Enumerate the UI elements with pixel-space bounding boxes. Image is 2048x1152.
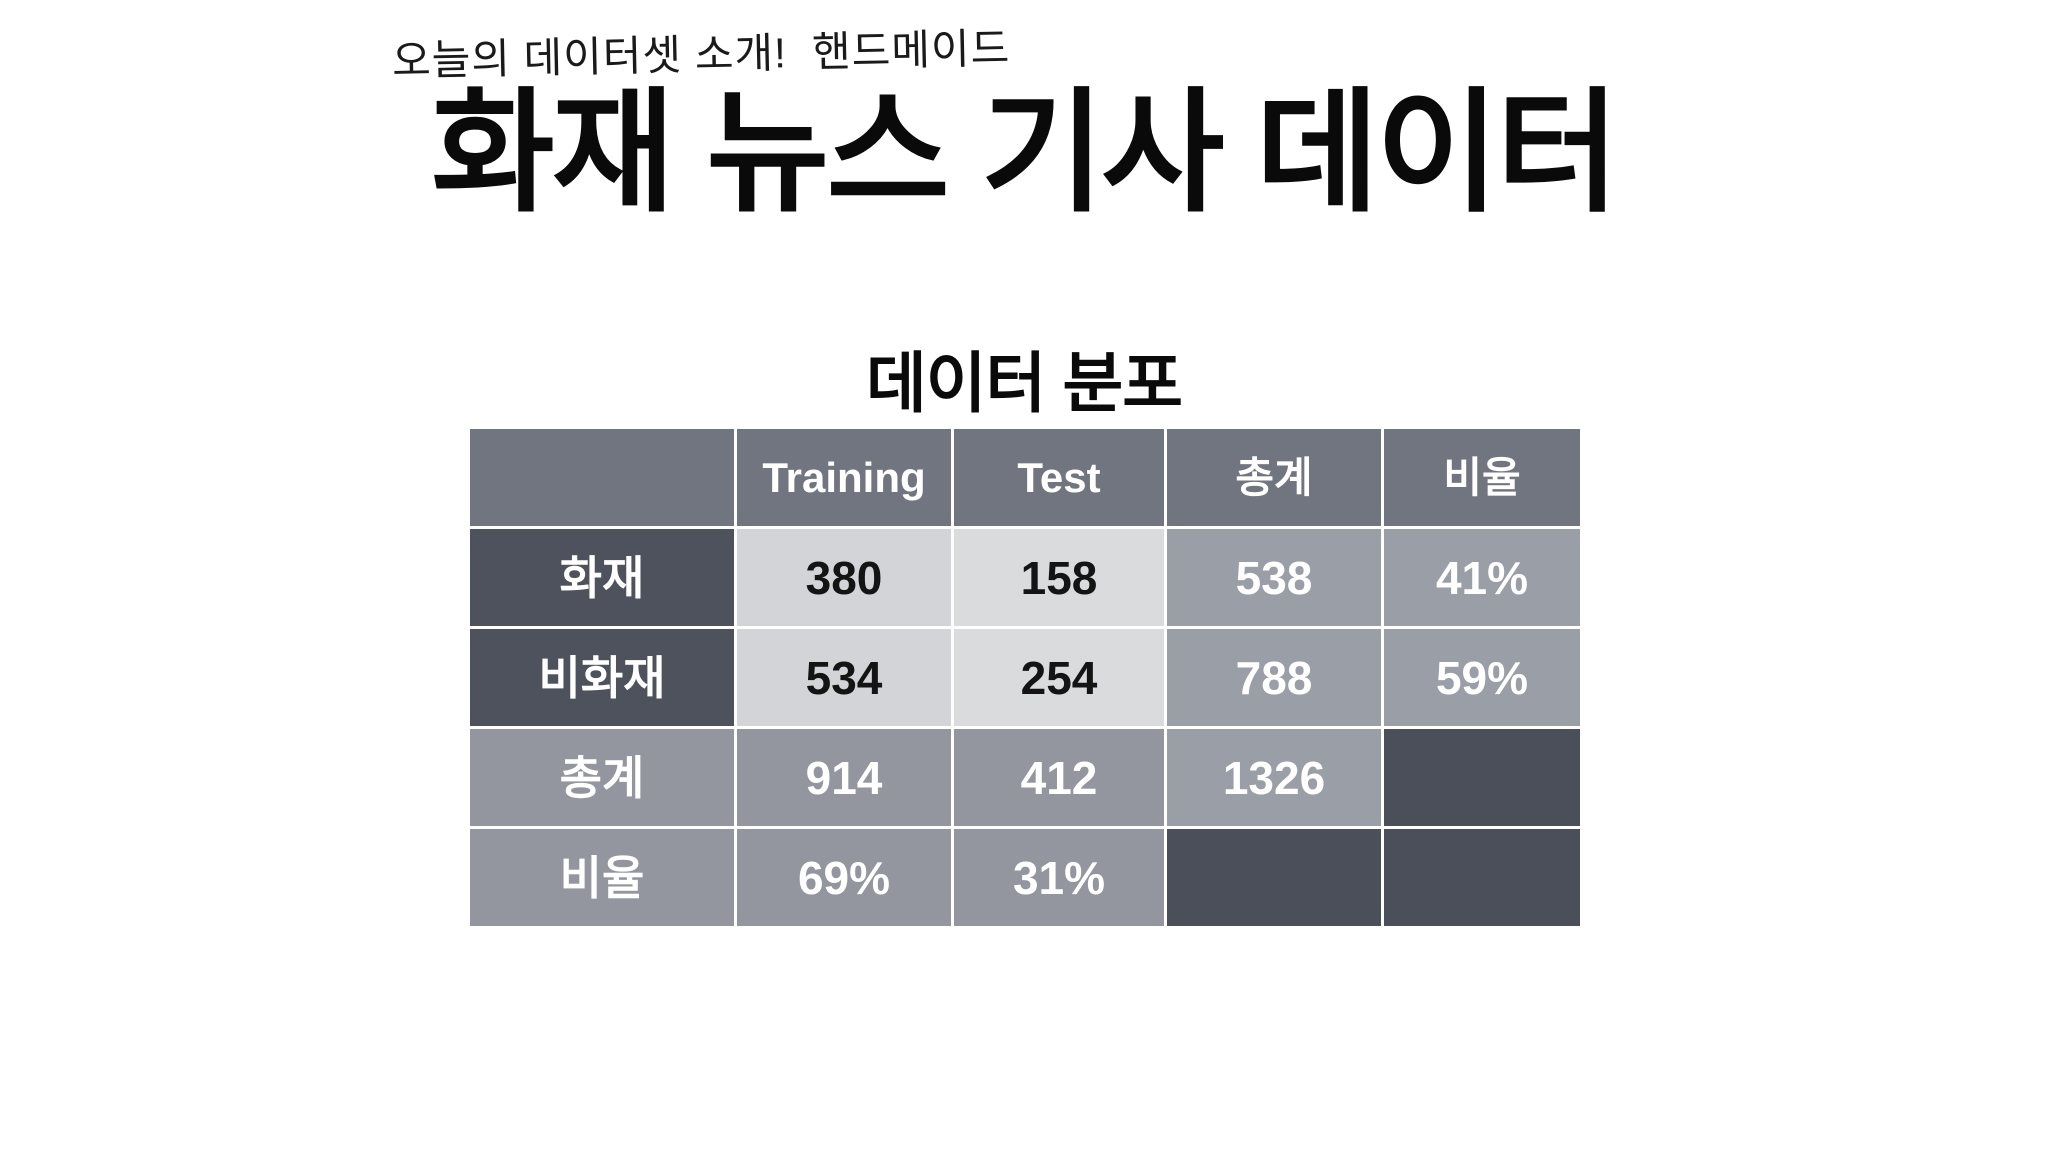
col-header-training: Training: [737, 429, 951, 526]
cell-fire-test: 158: [954, 529, 1164, 626]
col-header-ratio: 비율: [1384, 429, 1580, 526]
main-title: 화재 뉴스 기사 데이터: [431, 79, 1619, 228]
cell-fire-total: 538: [1167, 529, 1381, 626]
table-corner-cell: [470, 429, 734, 526]
col-header-total: 총계: [1167, 429, 1381, 526]
cell-total-ratio-empty: [1384, 729, 1580, 826]
table-title: 데이터 분포: [866, 346, 1183, 420]
cell-ratio-total-empty: [1167, 829, 1381, 926]
cell-nonfire-training: 534: [737, 629, 951, 726]
data-distribution-table: Training Test 총계 비율 화재 380 158 538 41% 비…: [470, 429, 1580, 926]
cell-nonfire-ratio: 59%: [1384, 629, 1580, 726]
cell-ratio-ratio-empty: [1384, 829, 1580, 926]
col-header-test: Test: [954, 429, 1164, 526]
cell-fire-training: 380: [737, 529, 951, 626]
row-header-total: 총계: [470, 729, 734, 826]
cell-fire-ratio: 41%: [1384, 529, 1580, 626]
cell-ratio-training: 69%: [737, 829, 951, 926]
cell-nonfire-test: 254: [954, 629, 1164, 726]
row-header-ratio: 비율: [470, 829, 734, 926]
cell-nonfire-total: 788: [1167, 629, 1381, 726]
cell-total-training: 914: [737, 729, 951, 826]
cell-ratio-test: 31%: [954, 829, 1164, 926]
row-header-fire: 화재: [470, 529, 734, 626]
handwritten-note: 오늘의 데이터셋 소개! 핸드메이드: [391, 24, 1011, 85]
row-header-nonfire: 비화재: [470, 629, 734, 726]
cell-total-test: 412: [954, 729, 1164, 826]
cell-total-total: 1326: [1167, 729, 1381, 826]
